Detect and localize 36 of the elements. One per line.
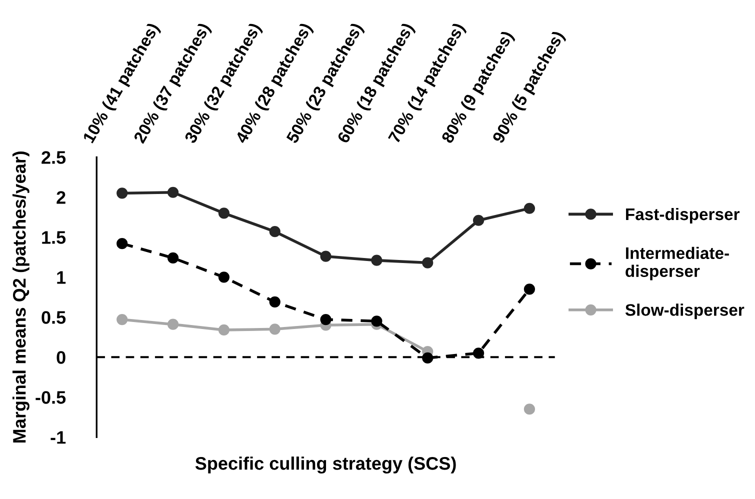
- point: [116, 238, 128, 250]
- y-tick-label: 2.5: [42, 151, 66, 164]
- legend-label: Fast-disperser: [626, 208, 740, 224]
- point: [524, 202, 536, 214]
- y-tick-label: -0.5: [36, 391, 66, 404]
- y-tick-label: 1: [57, 271, 66, 284]
- point: [116, 314, 128, 326]
- legend-label: Intermediate-disperser: [626, 246, 729, 280]
- y-axis-title: Marginal means Q2 (patches/year): [12, 152, 30, 442]
- point: [218, 272, 230, 283]
- point: [422, 257, 434, 268]
- point: [524, 284, 536, 295]
- point: [218, 208, 230, 219]
- point: [320, 314, 332, 326]
- point: [371, 316, 382, 327]
- y-tick-label: -1: [50, 431, 66, 444]
- point: [269, 296, 280, 308]
- y-tick-label: 2: [56, 191, 66, 204]
- point: [371, 254, 382, 266]
- point: [269, 324, 280, 335]
- y-tick-label: 0.5: [42, 311, 66, 324]
- y-tick-label: 1.5: [42, 231, 66, 244]
- point: [116, 188, 128, 199]
- point: [269, 226, 280, 238]
- point: [524, 404, 536, 415]
- point: [422, 352, 434, 364]
- point: [167, 252, 179, 264]
- point: [472, 348, 484, 359]
- point: [167, 186, 179, 198]
- point: [218, 324, 230, 336]
- point: [472, 214, 484, 226]
- legend-label: Slow-disperser: [625, 304, 744, 320]
- point: [167, 318, 179, 330]
- x-axis-title: Specific culling strategy (SCS): [195, 456, 456, 474]
- y-tick-label: 0: [56, 351, 66, 364]
- point: [320, 250, 332, 262]
